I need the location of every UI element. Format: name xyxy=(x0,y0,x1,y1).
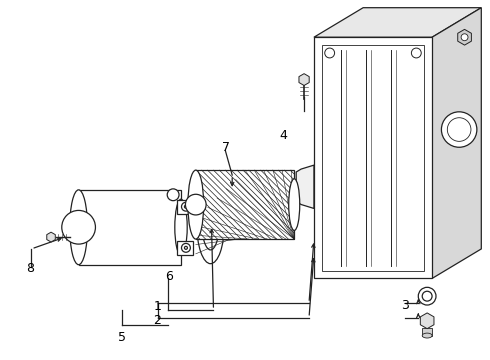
Text: 2: 2 xyxy=(153,314,161,327)
Circle shape xyxy=(181,243,190,252)
Circle shape xyxy=(167,189,179,201)
Text: 7: 7 xyxy=(222,141,230,154)
Text: 6: 6 xyxy=(165,270,173,283)
Polygon shape xyxy=(432,8,481,278)
Circle shape xyxy=(185,194,206,215)
Bar xyxy=(196,170,294,239)
Circle shape xyxy=(447,118,471,141)
Polygon shape xyxy=(314,8,481,37)
Circle shape xyxy=(184,246,187,249)
Circle shape xyxy=(325,48,335,58)
Polygon shape xyxy=(420,313,434,329)
Circle shape xyxy=(412,48,421,58)
Ellipse shape xyxy=(188,170,204,239)
Ellipse shape xyxy=(175,199,187,255)
Ellipse shape xyxy=(70,190,88,265)
Circle shape xyxy=(181,202,190,211)
Bar xyxy=(322,45,424,271)
Polygon shape xyxy=(47,232,55,242)
Circle shape xyxy=(422,291,432,301)
Bar xyxy=(78,190,181,265)
Polygon shape xyxy=(314,37,432,278)
Ellipse shape xyxy=(289,179,300,230)
Polygon shape xyxy=(299,74,309,85)
Ellipse shape xyxy=(197,185,224,264)
Bar xyxy=(422,328,432,336)
Text: 1: 1 xyxy=(153,300,161,312)
Circle shape xyxy=(62,211,96,244)
Bar xyxy=(177,200,193,213)
Ellipse shape xyxy=(422,333,432,338)
Text: 5: 5 xyxy=(118,331,126,344)
Text: 8: 8 xyxy=(26,262,34,275)
Text: 3: 3 xyxy=(401,298,410,311)
Ellipse shape xyxy=(202,199,219,250)
Circle shape xyxy=(441,112,477,147)
Text: 4: 4 xyxy=(279,129,287,142)
Bar xyxy=(177,241,193,255)
Circle shape xyxy=(418,287,436,305)
Polygon shape xyxy=(458,30,471,45)
Polygon shape xyxy=(296,165,314,208)
Circle shape xyxy=(184,205,187,208)
Circle shape xyxy=(461,34,468,41)
